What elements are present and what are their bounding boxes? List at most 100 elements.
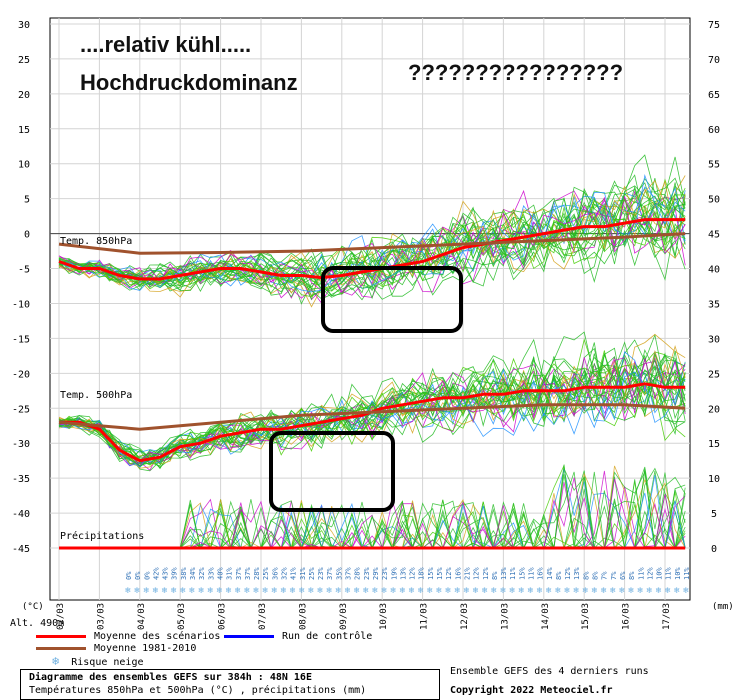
legend-climate-mean: Moyenne 1981-2010 bbox=[36, 643, 196, 654]
panel-label-t850: Temp. 850hPa bbox=[60, 236, 132, 247]
snow-risk-icon: ❄ bbox=[619, 586, 626, 595]
snow-risk-icon: ❄ bbox=[500, 586, 507, 595]
snow-risk-icon: ❄ bbox=[427, 586, 434, 595]
snow-risk-value: 11% bbox=[665, 567, 673, 580]
left-tick-label: 10 bbox=[18, 160, 30, 171]
left-tick-label: -40 bbox=[12, 509, 30, 520]
snow-risk-icon: ❄ bbox=[262, 586, 269, 595]
snow-risk-value: 10% bbox=[656, 567, 664, 580]
left-tick-label: -25 bbox=[12, 404, 30, 415]
snow-risk-icon: ❄ bbox=[280, 586, 287, 595]
panel-label-t500: Temp. 500hPa bbox=[60, 390, 132, 401]
chart-subtitle: Températures 850hPa et 500hPa (°C) , pré… bbox=[29, 685, 367, 696]
right-tick-label: 10 bbox=[708, 474, 720, 485]
left-tick-label: 25 bbox=[18, 55, 30, 66]
right-tick-label: 65 bbox=[708, 90, 720, 101]
snow-risk-value: 11% bbox=[683, 567, 691, 580]
snow-risk-value: 40% bbox=[216, 567, 224, 580]
runs-note: Ensemble GEFS des 4 derniers runs bbox=[450, 666, 649, 677]
mean-line-t850-climate bbox=[58, 232, 686, 255]
right-tick-label: 75 bbox=[708, 20, 720, 31]
snow-risk-icon: ❄ bbox=[555, 586, 562, 595]
snow-risk-value: 16% bbox=[537, 567, 545, 580]
snow-risk-value: 11% bbox=[509, 567, 517, 580]
snow-risk-icon: ❄ bbox=[353, 586, 360, 595]
left-tick-label: 5 bbox=[24, 195, 30, 206]
snow-risk-icon: ❄ bbox=[628, 586, 635, 595]
right-tick-label: 25 bbox=[708, 369, 720, 380]
snow-risk-value: 15% bbox=[518, 567, 526, 580]
snow-risk-value: 7% bbox=[610, 571, 618, 580]
right-tick-label: 50 bbox=[708, 195, 720, 206]
left-tick-label: 30 bbox=[18, 20, 30, 31]
snow-risk-value: 0% bbox=[134, 571, 142, 580]
snow-risk-icon: ❄ bbox=[317, 586, 324, 595]
snow-risk-value: 29% bbox=[372, 567, 380, 580]
right-tick-label: 40 bbox=[708, 265, 720, 276]
annotation-hochdruck: Hochdruckdominanz bbox=[80, 70, 298, 95]
snow-risk-icon: ❄ bbox=[582, 586, 589, 595]
snow-risk-icon: ❄ bbox=[326, 586, 333, 595]
snow-risk-icon: ❄ bbox=[463, 586, 470, 595]
right-tick-label: 55 bbox=[708, 160, 720, 171]
snow-risk-value: 8% bbox=[582, 571, 590, 580]
snow-risk-row: ❄0%❄0%❄0%❄42%❄43%❄39%❄38%❄34%❄32%❄33%❄40… bbox=[125, 567, 691, 595]
snow-risk-icon: ❄ bbox=[244, 586, 251, 595]
ensemble-member-line bbox=[58, 373, 686, 465]
ensemble-member-line bbox=[58, 211, 686, 294]
snow-risk-icon: ❄ bbox=[518, 586, 525, 595]
snow-risk-icon: ❄ bbox=[536, 586, 543, 595]
left-tick-label: -10 bbox=[12, 299, 30, 310]
snow-risk-icon: ❄ bbox=[509, 586, 516, 595]
left-axis-unit: (°C) bbox=[22, 602, 44, 612]
snow-risk-icon: ❄ bbox=[271, 586, 278, 595]
snow-risk-icon: ❄ bbox=[408, 586, 415, 595]
snow-risk-value: 31% bbox=[299, 567, 307, 580]
snow-risk-value: 23% bbox=[381, 567, 389, 580]
ensemble-member-line bbox=[58, 193, 686, 280]
snow-risk-icon: ❄ bbox=[472, 586, 479, 595]
snow-risk-icon: ❄ bbox=[417, 586, 424, 595]
date-label: 16/03 bbox=[622, 603, 632, 630]
snow-risk-value: 25% bbox=[308, 567, 316, 580]
snow-risk-value: 23% bbox=[317, 567, 325, 580]
right-tick-label: 45 bbox=[708, 230, 720, 241]
snow-risk-value: 13% bbox=[573, 567, 581, 580]
snow-risk-value: 0% bbox=[143, 571, 151, 580]
left-tick-label: 20 bbox=[18, 90, 30, 101]
snow-risk-icon: ❄ bbox=[180, 586, 187, 595]
x-axis-date-labels: 02/03 03/03 04/03 05/03 06/03 07/03 08/03 09/03… bbox=[56, 603, 672, 630]
snow-risk-value: 13% bbox=[500, 567, 508, 580]
snow-risk-value: 21% bbox=[463, 567, 471, 580]
snow-risk-icon: ❄ bbox=[674, 586, 681, 595]
snow-risk-icon: ❄ bbox=[545, 586, 552, 595]
snow-risk-value: 43% bbox=[162, 567, 170, 580]
snow-risk-value: 0% bbox=[125, 571, 133, 580]
right-tick-label: 70 bbox=[708, 55, 720, 66]
right-tick-label: 15 bbox=[708, 439, 720, 450]
snow-risk-icon: ❄ bbox=[683, 586, 690, 595]
snow-risk-value: 8% bbox=[592, 571, 600, 580]
date-label: 08/03 bbox=[298, 603, 308, 630]
altitude-label: Alt. 490m bbox=[10, 618, 64, 629]
date-label: 17/03 bbox=[662, 603, 672, 630]
snow-risk-icon: ❄ bbox=[143, 586, 150, 595]
snow-risk-value: 12% bbox=[482, 567, 490, 580]
snow-risk-icon: ❄ bbox=[646, 586, 653, 595]
snow-risk-value: 12% bbox=[646, 567, 654, 580]
snow-risk-value: 23% bbox=[363, 567, 371, 580]
date-label: 09/03 bbox=[339, 603, 349, 630]
right-axis-unit: (mm) bbox=[712, 602, 734, 612]
left-tick-label: -45 bbox=[12, 544, 30, 555]
snow-risk-icon: ❄ bbox=[381, 586, 388, 595]
snow-risk-icon: ❄ bbox=[234, 586, 241, 595]
snow-risk-icon: ❄ bbox=[637, 586, 644, 595]
legend-swatch-blue bbox=[224, 634, 274, 638]
snow-risk-icon: ❄ bbox=[609, 586, 616, 595]
snow-risk-value: 12% bbox=[445, 567, 453, 580]
snow-risk-value: 25% bbox=[262, 567, 270, 580]
legend-control-run: Run de contrôle bbox=[224, 631, 372, 642]
snow-risk-value: 10% bbox=[674, 567, 682, 580]
legend-label: Run de contrôle bbox=[282, 631, 373, 642]
